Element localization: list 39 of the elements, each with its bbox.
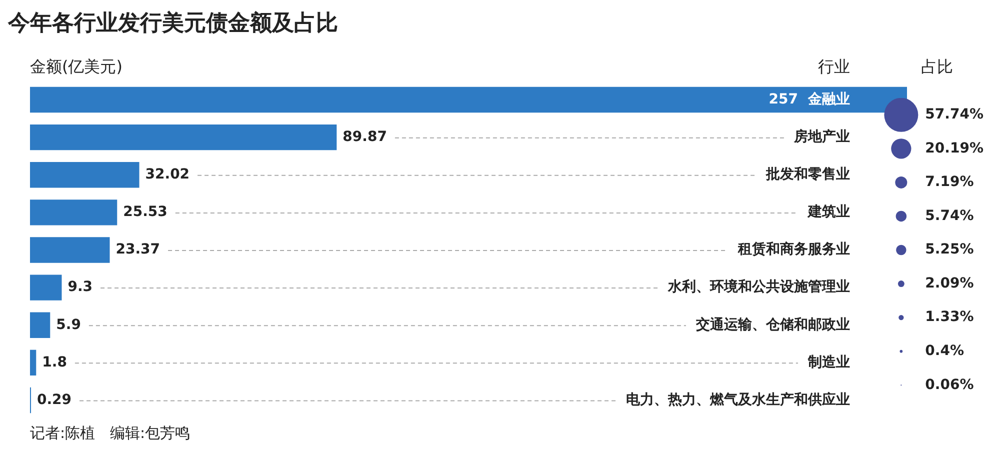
- data-label: 23.37: [116, 242, 160, 258]
- bar: [30, 200, 118, 226]
- y-tick-label: 建筑业: [807, 204, 850, 220]
- data-label: 5.9: [56, 316, 81, 333]
- data-label: 32.02: [145, 166, 190, 183]
- data-label: 7.19%: [925, 174, 974, 190]
- data-label: 0.06%: [925, 376, 974, 393]
- data-label: 0.29: [36, 392, 72, 408]
- bar: [30, 350, 36, 376]
- bar: [30, 312, 50, 338]
- x-axis-title: 金额(亿美元): [30, 57, 122, 78]
- y-tick-label: 房地产业: [793, 128, 850, 145]
- data-label: 2.09%: [925, 275, 974, 292]
- y-tick-label: 批发和零售业: [765, 166, 850, 183]
- data-label: 5.74%: [925, 208, 974, 224]
- text: 占比: [920, 57, 954, 78]
- y-tick-label: 交通运输、仓储和邮政业: [695, 316, 850, 333]
- y-tick-label: 电力、热力、燃气及水生产和供应业: [626, 390, 850, 408]
- data-label: 57.74%: [925, 106, 984, 123]
- data-label: 25.53: [123, 204, 168, 220]
- y-tick-label: 金融业: [807, 91, 850, 108]
- y-axis-title: 行业: [818, 57, 850, 78]
- y-tick-label: 租赁和商务服务业: [737, 240, 850, 258]
- bar: [30, 124, 337, 150]
- bar: [30, 274, 62, 300]
- data-label: 257: [768, 91, 798, 108]
- data-label: 9.3: [68, 279, 93, 296]
- y-tick-label: 制造业: [807, 354, 850, 370]
- data-label: 20.19%: [925, 140, 984, 156]
- text: 记者:陈植 编辑:包芳鸣: [30, 424, 190, 443]
- data-label: 1.8: [42, 354, 67, 370]
- data-label: 89.87: [342, 128, 387, 145]
- bar: [30, 162, 140, 188]
- data-label: 1.33%: [925, 309, 974, 326]
- bar: [30, 237, 110, 263]
- data-label: 0.4%: [925, 342, 964, 359]
- y-tick-label: 水利、环境和公共设施管理业: [667, 278, 850, 296]
- chart-title: 今年各行业发行美元债金额及占比: [8, 10, 338, 38]
- data-label: 5.25%: [925, 242, 974, 258]
